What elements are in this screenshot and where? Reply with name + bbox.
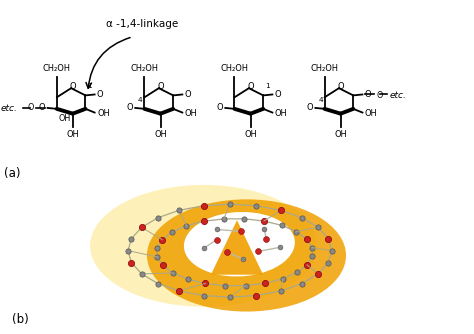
Text: etc.: etc. <box>390 91 407 100</box>
Text: OH: OH <box>97 109 110 118</box>
Text: OH: OH <box>334 130 347 139</box>
Text: (b): (b) <box>12 313 28 326</box>
Text: O: O <box>27 104 34 113</box>
Ellipse shape <box>184 212 295 277</box>
Ellipse shape <box>147 199 346 312</box>
Text: CH₂OH: CH₂OH <box>310 64 338 73</box>
Polygon shape <box>211 220 263 275</box>
Text: O: O <box>184 90 191 99</box>
Text: OH: OH <box>365 109 378 118</box>
Text: O: O <box>97 90 103 99</box>
Text: 4: 4 <box>318 97 323 103</box>
Text: α -1,4-linkage: α -1,4-linkage <box>106 19 178 29</box>
Text: O: O <box>127 104 133 113</box>
Text: 4: 4 <box>138 97 143 103</box>
Text: O: O <box>217 104 223 113</box>
Text: OH: OH <box>244 130 257 139</box>
Text: OH: OH <box>154 130 167 139</box>
Text: CH₂OH: CH₂OH <box>220 64 248 73</box>
Text: CH₂OH: CH₂OH <box>130 64 158 73</box>
Text: OH: OH <box>66 130 79 139</box>
Text: O: O <box>337 82 344 91</box>
Ellipse shape <box>90 185 318 307</box>
Text: etc.: etc. <box>0 104 17 113</box>
Text: OH: OH <box>185 109 198 118</box>
Text: O: O <box>70 82 76 91</box>
Text: O: O <box>247 82 254 91</box>
Text: O: O <box>365 90 371 99</box>
Text: O: O <box>157 82 164 91</box>
Text: O: O <box>274 90 281 99</box>
Text: OH: OH <box>58 114 70 123</box>
Text: (a): (a) <box>4 167 20 179</box>
Text: 1: 1 <box>87 84 92 90</box>
Text: O: O <box>307 104 313 113</box>
Text: O: O <box>39 104 46 113</box>
Text: OH: OH <box>275 109 288 118</box>
Text: CH₂OH: CH₂OH <box>43 64 71 73</box>
Text: O: O <box>376 91 383 100</box>
Text: 1: 1 <box>265 84 270 90</box>
